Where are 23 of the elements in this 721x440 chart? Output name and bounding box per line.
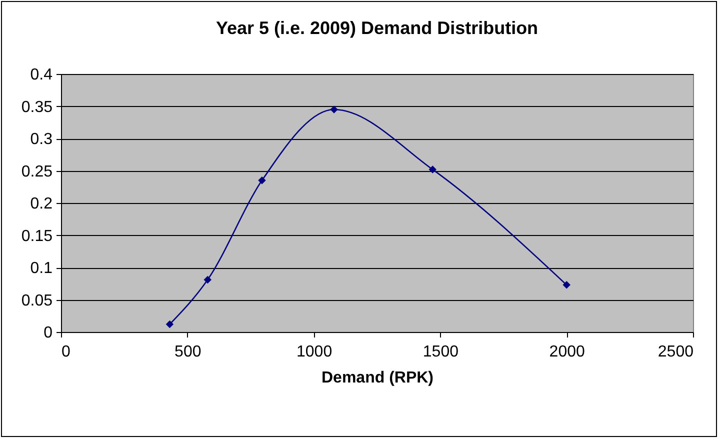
y-tick-label: 0.3	[30, 131, 53, 148]
point	[330, 106, 338, 114]
y-tick-label: 0.2	[30, 196, 53, 212]
y-tick-label: 0.1	[30, 260, 53, 277]
y-tick-label: 0.4	[30, 66, 53, 84]
chart-title: Year 5 (i.e. 2009) Demand Distribution	[216, 18, 538, 38]
point	[258, 176, 266, 184]
x-tick-label: 1000	[296, 344, 332, 360]
x-axis-title: Demand (RPK)	[321, 370, 434, 386]
point	[428, 166, 436, 174]
point	[562, 281, 570, 289]
x-tick-label: 1500	[422, 344, 459, 360]
point	[204, 276, 212, 284]
y-tick-label: 0.15	[21, 228, 53, 245]
x-tick-label: 500	[174, 344, 202, 360]
x-tick-label: 2000	[549, 344, 585, 360]
y-tick-label: 0.25	[21, 163, 53, 180]
y-tick-label: 0.05	[21, 292, 53, 310]
y-tick-label: 0	[44, 324, 53, 342]
y-tick-label: 0.35	[21, 98, 53, 116]
x-tick-label: 2500	[658, 344, 694, 360]
x-tick-label: 0	[62, 344, 70, 360]
point	[166, 320, 174, 328]
